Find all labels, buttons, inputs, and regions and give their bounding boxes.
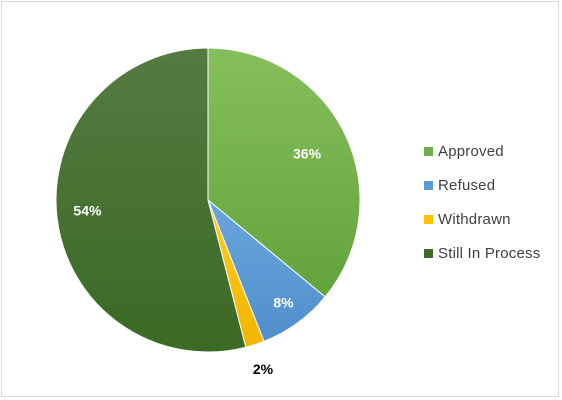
legend-item-approved: Approved [424,140,554,163]
legend-swatch-still-in-process [424,249,433,258]
legend-label-withdrawn: Withdrawn [438,211,511,228]
data-label-still-in-process: 54% [73,203,102,219]
pie-slice-approved [207,47,361,298]
pie-slice-still-in-process [55,47,247,353]
legend-item-withdrawn: Withdrawn [424,208,554,231]
legend-swatch-withdrawn [424,215,433,224]
data-label-withdrawn: 2% [253,361,274,377]
chart-legend: Approved Refused Withdrawn Still In Proc… [424,140,554,276]
legend-swatch-refused [424,181,433,190]
legend-label-still-in-process: Still In Process [438,245,541,262]
legend-label-refused: Refused [438,177,496,194]
data-label-approved: 36% [293,145,322,161]
legend-item-still-in-process: Still In Process [424,242,554,265]
data-label-refused: 8% [273,294,294,310]
legend-swatch-approved [424,147,433,156]
legend-item-refused: Refused [424,174,554,197]
legend-label-approved: Approved [438,143,504,160]
